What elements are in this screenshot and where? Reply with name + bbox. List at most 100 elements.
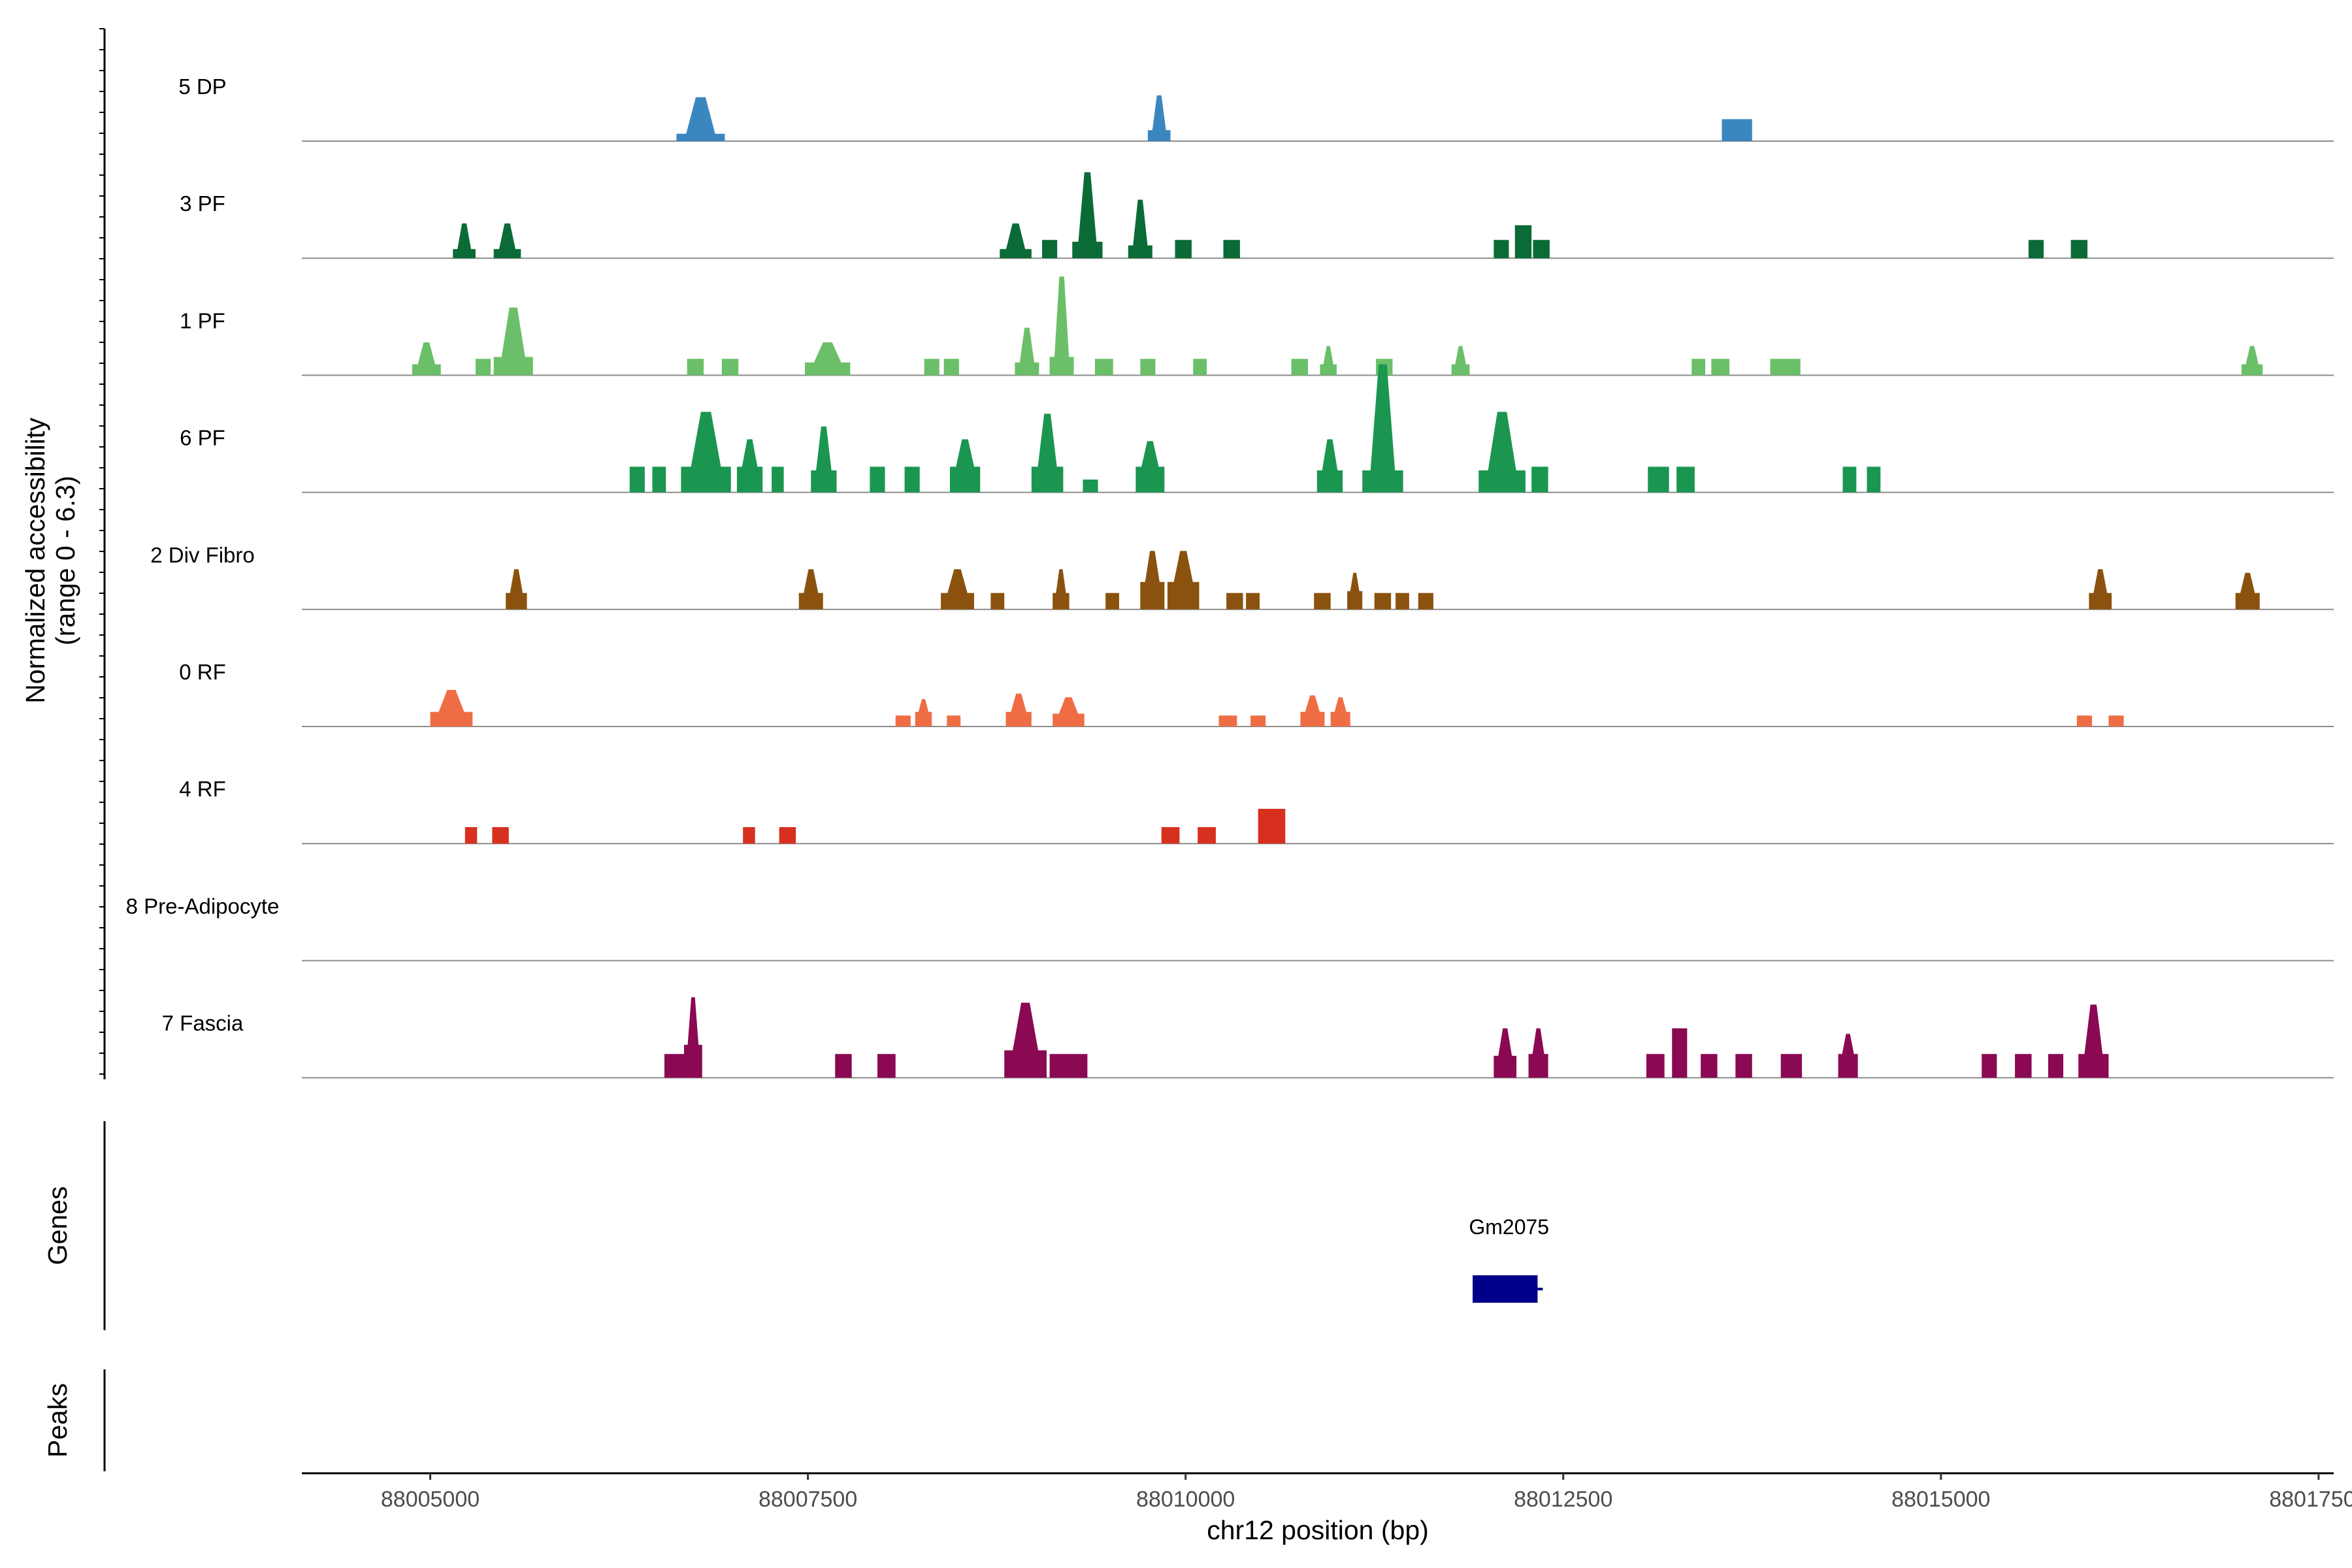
accessibility-peak — [1494, 240, 1509, 259]
accessibility-peak — [2076, 715, 2093, 727]
x-tick-label: 88010000 — [1136, 1487, 1235, 1512]
track-label: 2 Div Fibro — [150, 543, 255, 567]
accessibility-peak — [1770, 359, 1801, 376]
accessibility-peak — [1531, 466, 1548, 493]
accessibility-peak — [1246, 593, 1260, 610]
accessibility-peak — [465, 827, 478, 844]
accessibility-peak — [2089, 569, 2112, 610]
track-label: 7 Fascia — [162, 1011, 244, 1036]
accessibility-peak — [1223, 240, 1240, 259]
track-8-pre-adipocyte: 8 Pre-Adipocyte — [126, 894, 2334, 962]
y-axis-subtitle: (range 0 - 6.3) — [50, 476, 80, 645]
track-label: 3 PF — [180, 191, 225, 216]
accessibility-peak — [2235, 572, 2260, 610]
accessibility-peak — [412, 342, 441, 376]
accessibility-peak — [1528, 1028, 1548, 1078]
accessibility-peak — [684, 997, 702, 1078]
accessibility-peak — [1198, 827, 1216, 844]
peaks-panel-label: Peaks — [42, 1383, 73, 1458]
accessibility-peak — [1362, 364, 1403, 493]
accessibility-peak — [1072, 172, 1103, 259]
accessibility-peak — [736, 439, 763, 493]
accessibility-peak — [1842, 466, 1857, 493]
track-4-rf: 4 RF — [179, 777, 2334, 845]
accessibility-peak — [1161, 827, 1180, 844]
accessibility-peak — [804, 342, 851, 376]
x-tick-label: 88017500 — [2269, 1487, 2352, 1512]
accessibility-peak — [895, 715, 911, 727]
accessibility-peak — [811, 426, 837, 493]
accessibility-peak — [1083, 480, 1098, 493]
accessibility-peak — [721, 359, 739, 376]
genes-panel-label: Genes — [42, 1186, 73, 1266]
accessibility-peak — [2241, 346, 2263, 376]
accessibility-peak — [506, 569, 527, 610]
accessibility-peak — [1676, 466, 1695, 493]
gene-label: Gm2075 — [1469, 1215, 1549, 1239]
accessibility-peak — [1005, 693, 1032, 727]
accessibility-peak — [1780, 1054, 1803, 1078]
accessibility-peak — [1494, 1028, 1517, 1078]
accessibility-peak — [1838, 1034, 1858, 1078]
accessibility-peak — [1167, 551, 1200, 610]
accessibility-peak — [2108, 715, 2124, 727]
accessibility-peak — [990, 593, 1005, 610]
accessibility-peak — [1347, 572, 1363, 610]
accessibility-peak — [493, 307, 533, 376]
accessibility-peak — [1300, 695, 1325, 727]
accessibility-peak — [870, 466, 885, 493]
gene-body — [1473, 1275, 1538, 1303]
accessibility-peak — [1250, 715, 1266, 727]
accessibility-peak — [1135, 441, 1165, 493]
accessibility-peak — [1330, 697, 1350, 727]
track-1-pf: 1 PF — [180, 276, 2334, 376]
accessibility-peak — [2028, 240, 2044, 259]
accessibility-peak — [1031, 414, 1064, 493]
accessibility-peak — [798, 569, 823, 610]
accessibility-peak — [1128, 199, 1152, 259]
accessibility-peak — [475, 359, 491, 376]
accessibility-peak — [492, 827, 509, 844]
x-axis-title: chr12 position (bp) — [1207, 1515, 1429, 1545]
accessibility-peak — [1316, 439, 1343, 493]
accessibility-peak — [430, 690, 473, 727]
track-label: 5 DP — [178, 74, 226, 99]
y-axis-title: Normalized accessibility — [20, 417, 50, 704]
accessibility-peak — [1320, 346, 1337, 376]
accessibility-peak — [2078, 1004, 2109, 1078]
accessibility-peak — [1672, 1028, 1688, 1078]
accessibility-peak — [1867, 466, 1881, 493]
x-axis-ticks: 88005000 88007500 88010000 88012500 88015000… — [381, 1473, 2352, 1512]
gene-annotations: Gm2075 — [1469, 1215, 1549, 1303]
accessibility-peak — [2070, 240, 2088, 259]
accessibility-peak — [779, 827, 796, 844]
accessibility-peak — [1000, 223, 1032, 259]
accessibility-peak — [664, 1054, 685, 1078]
accessibility-peak — [1711, 359, 1730, 376]
accessibility-peak — [1140, 551, 1165, 610]
accessibility-peak — [1004, 1002, 1047, 1078]
track-label: 8 Pre-Adipocyte — [126, 894, 280, 918]
track-2-div-fibro: 2 Div Fibro — [150, 543, 2334, 610]
accessibility-peak — [493, 223, 521, 259]
track-label: 0 RF — [179, 660, 226, 684]
track-7-fascia: 7 Fascia — [162, 997, 2334, 1079]
accessibility-peak — [1533, 240, 1550, 259]
accessibility-peak — [1314, 593, 1331, 610]
accessibility-peak — [772, 466, 784, 493]
accessibility-peak — [652, 466, 666, 493]
accessibility-peak — [1648, 466, 1669, 493]
accessibility-peak — [1140, 359, 1156, 376]
accessibility-peak — [1691, 359, 1706, 376]
accessibility-peak — [941, 569, 974, 610]
accessibility-peak — [1722, 119, 1752, 141]
accessibility-peak — [924, 359, 939, 376]
accessibility-peak — [1982, 1054, 1997, 1078]
coverage-y-axis-ticks — [99, 28, 105, 1075]
accessibility-peak — [1514, 225, 1532, 259]
accessibility-peak — [1053, 697, 1085, 727]
x-tick-label: 88005000 — [381, 1487, 480, 1512]
accessibility-peak — [1193, 359, 1207, 376]
accessibility-peak — [1049, 1054, 1088, 1078]
